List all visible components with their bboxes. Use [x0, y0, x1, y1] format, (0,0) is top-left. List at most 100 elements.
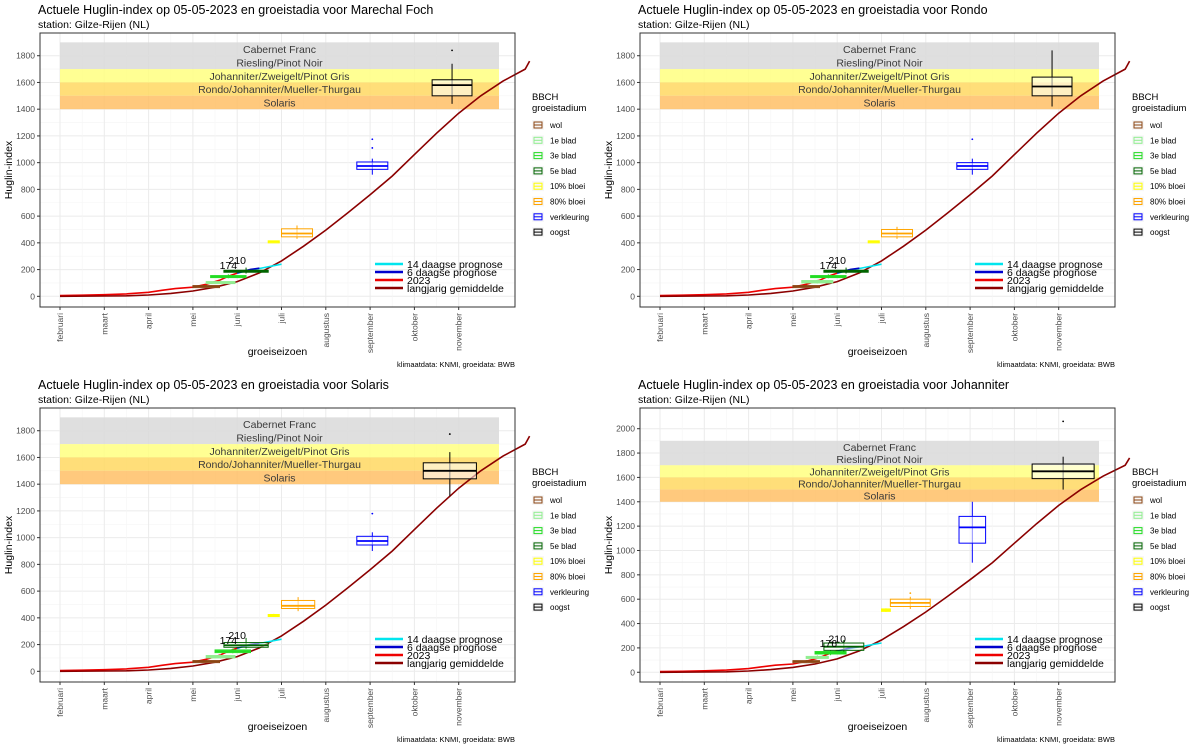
band-solaris: [660, 95, 1099, 110]
legend-label: verkleuring: [550, 588, 589, 597]
legend-item-10-bloei: 10% bloei: [1132, 181, 1185, 192]
plot-border: [39, 32, 516, 308]
x-tick-label: augustus: [921, 313, 931, 348]
data-label: 174: [220, 260, 238, 272]
box-body: [958, 515, 987, 544]
y-tick-label: 600: [621, 211, 635, 221]
legend-item-verkleuring: verkleuring: [532, 586, 589, 597]
boxplot-wol: [192, 284, 220, 289]
chart-title: Actuele Huglin-index op 05-05-2023 en gr…: [638, 3, 988, 17]
line-legend-label: 6 daagse prognose: [407, 267, 497, 279]
legend-label: 3e blad: [550, 527, 576, 536]
line-legend-label: 14 daagse prognose: [407, 259, 503, 271]
legend-label: oogst: [1150, 228, 1170, 237]
data-label: 174: [220, 635, 238, 647]
plot-border: [39, 407, 516, 683]
legend-label: 10% bloei: [550, 182, 585, 191]
series-line-langjarig-gemiddelde: [659, 457, 1131, 674]
y-tick-label: 1400: [16, 104, 35, 114]
line-legend-label: 14 daagse prognose: [407, 634, 503, 646]
x-tick-label: maart: [99, 687, 109, 709]
data-label: 210: [228, 255, 246, 267]
line-legend-label: langjarig gemiddelde: [1007, 658, 1104, 670]
legend-label: 10% bloei: [1150, 557, 1185, 566]
legend-item-oogst: oogst: [1132, 227, 1170, 238]
box-outlier: [451, 49, 453, 52]
x-tick-label: oktober: [1009, 688, 1019, 717]
y-tick-label: 200: [621, 643, 635, 653]
boxplot-5e-blad: [223, 637, 269, 649]
y-tick-label: 1200: [16, 131, 35, 141]
chart-svg: Actuele Huglin-index op 05-05-2023 en gr…: [3, 3, 589, 369]
chart-panel-rondo: Actuele Huglin-index op 05-05-2023 en gr…: [600, 0, 1200, 375]
y-tick-label: 1400: [616, 104, 635, 114]
x-tick-label: juli: [277, 688, 287, 700]
band-rondo-johanniter-mueller-thurgau: [660, 477, 1099, 490]
legend-item-3e-blad: 3e blad: [1132, 525, 1176, 536]
legend-title: groeistadium: [1132, 103, 1186, 114]
x-tick-label: maart: [699, 312, 709, 334]
legend-label: wol: [549, 496, 562, 505]
boxplot-oogst: [431, 49, 473, 104]
x-tick-label: september: [365, 688, 375, 728]
legend-label: 1e blad: [550, 511, 576, 520]
boxplot-verkleuring: [956, 138, 989, 175]
box-outlier: [1062, 420, 1065, 423]
boxplot-oogst: [1031, 420, 1095, 490]
box-outlier: [909, 592, 912, 595]
y-tick-label: 1000: [616, 158, 635, 168]
y-tick-label: 0: [30, 666, 35, 676]
y-tick-label: 1800: [616, 51, 635, 61]
x-tick-label: november: [454, 313, 464, 351]
band-label: Solaris: [263, 98, 295, 110]
line-legend-label: 14 daagse prognose: [1007, 259, 1103, 271]
boxplot-3e-blad: [814, 650, 847, 656]
x-tick-label: mei: [788, 688, 798, 702]
boxplot-wol: [792, 660, 820, 664]
x-axis-label: groeiseizoen: [248, 346, 308, 358]
series-line-2023: [659, 272, 838, 297]
band-label: Johanniter/Zweigelt/Pinot Gris: [809, 71, 949, 83]
chart-panel-johanniter: Actuele Huglin-index op 05-05-2023 en gr…: [600, 375, 1200, 750]
boxplot-10-bloei: [881, 608, 891, 612]
data-label: 210: [228, 630, 246, 642]
x-axis-label: groeiseizoen: [848, 721, 908, 733]
legend-label: 1e blad: [1150, 511, 1176, 520]
legend-label: 5e blad: [1150, 167, 1176, 176]
series-line-langjarig-gemiddelde: [59, 435, 531, 673]
y-tick-label: 800: [21, 559, 35, 569]
legend-label: 10% bloei: [550, 557, 585, 566]
boxplot-verkleuring: [958, 501, 987, 563]
boxplot-verkleuring: [356, 138, 389, 175]
data-label: 174: [820, 260, 838, 272]
x-tick-label: september: [365, 313, 375, 353]
legend-label: 5e blad: [1150, 542, 1176, 551]
legend-label: wol: [1149, 496, 1162, 505]
y-tick-label: 400: [621, 238, 635, 248]
line-legend-label: langjarig gemiddelde: [1007, 283, 1104, 295]
boxplot-1e-blad: [205, 654, 236, 659]
legend-label: oogst: [550, 603, 570, 612]
legend-item-verkleuring: verkleuring: [532, 211, 589, 222]
band-cabernet-franc: [660, 42, 1099, 56]
chart-svg: Actuele Huglin-index op 05-05-2023 en gr…: [3, 378, 589, 744]
y-tick-label: 0: [30, 291, 35, 301]
y-tick-label: 1600: [616, 472, 635, 482]
caption: klimaatdata: KNMI, groeidata: BWB: [997, 735, 1115, 744]
y-tick-label: 800: [621, 184, 635, 194]
legend-label: wol: [549, 121, 562, 130]
legend-title: BBCH: [1132, 92, 1159, 103]
chart-svg: Actuele Huglin-index op 05-05-2023 en gr…: [603, 378, 1189, 744]
line-legend-label: 2023: [407, 275, 431, 287]
legend-item-3e-blad: 3e blad: [532, 525, 576, 536]
chart-panel-solaris: Actuele Huglin-index op 05-05-2023 en gr…: [0, 375, 600, 750]
x-tick-label: april: [744, 688, 754, 704]
x-tick-label: augustus: [321, 313, 331, 348]
legend-item-1e-blad: 1e blad: [1132, 135, 1176, 146]
boxplot-80-bloei: [281, 597, 316, 612]
y-tick-label: 1200: [616, 521, 635, 531]
y-tick-label: 200: [21, 640, 35, 650]
band-label: Johanniter/Zweigelt/Pinot Gris: [209, 446, 349, 458]
band-label: Riesling/Pinot Noir: [836, 57, 923, 69]
x-tick-label: juni: [832, 688, 842, 702]
